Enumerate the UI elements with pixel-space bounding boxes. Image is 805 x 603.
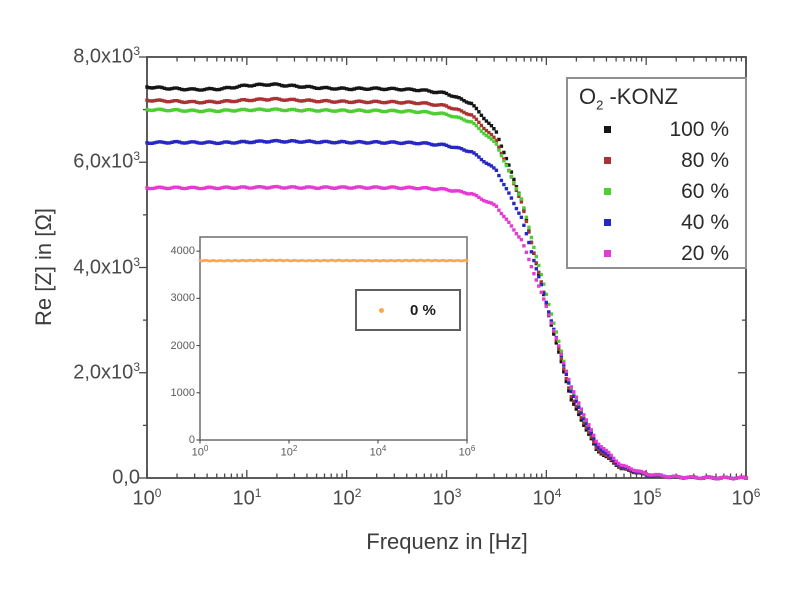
legend-item-100: 100 % (568, 114, 745, 145)
legend-item-80: 80 % (568, 145, 745, 176)
series-marker-icon (604, 219, 611, 227)
series-marker-icon (604, 126, 611, 134)
legend-item-40: 40 % (568, 207, 745, 238)
legend-item-label: 20 % (681, 241, 729, 265)
inset-x-tick-label: 100 (191, 444, 209, 459)
y-axis-title: Re [Z] in [Ω] (31, 208, 56, 326)
x-axis-title: Frequenz in [Hz] (366, 529, 528, 554)
inset-y-tick-label: 3000 (170, 292, 195, 304)
x-tick-label: 103 (432, 486, 462, 510)
inset-x-tick-label: 106 (458, 444, 476, 459)
x-tick-label: 100 (132, 486, 162, 510)
x-tick-label: 105 (632, 486, 662, 510)
legend-item-label: 40 % (681, 210, 729, 234)
series-marker-icon (604, 250, 611, 258)
y-tick-label: 8,0x103 (73, 44, 140, 68)
legend-item-label: 100 % (669, 117, 729, 141)
inset-y-tick-label: 1000 (170, 387, 195, 399)
legend-item-label: 60 % (681, 179, 729, 203)
y-tick-label: 0,0 (112, 466, 140, 489)
legend: O2 -KONZ 100 % 80 % 60 % 40 % 20 % (566, 77, 747, 269)
legend-item-20: 20 % (568, 238, 745, 269)
inset-x-tick-label: 102 (280, 444, 298, 459)
inset-x-tick-label: 104 (369, 444, 387, 459)
x-tick-label: 106 (731, 486, 761, 510)
legend-item-60: 60 % (568, 176, 745, 207)
y-tick-label: 6,0x103 (73, 149, 140, 173)
x-tick-label: 102 (332, 486, 362, 510)
legend-title: O2 -KONZ (579, 84, 678, 113)
series-marker-icon (604, 188, 611, 196)
x-tick-label: 101 (232, 486, 262, 510)
y-tick-label: 2,0x103 (73, 360, 140, 384)
inset-series-marker-icon (379, 307, 384, 313)
legend-item-label: 80 % (681, 148, 729, 172)
y-tick-label: 4,0x103 (73, 255, 140, 279)
inset-y-tick-label: 0 (188, 434, 195, 446)
inset-y-tick-label: 4000 (170, 245, 195, 257)
inset-legend-label: 0 % (410, 301, 436, 319)
x-tick-label: 104 (532, 486, 562, 510)
series-marker-icon (604, 157, 611, 165)
inset-legend: 0 % (355, 289, 461, 331)
inset-y-tick-label: 2000 (170, 340, 195, 352)
